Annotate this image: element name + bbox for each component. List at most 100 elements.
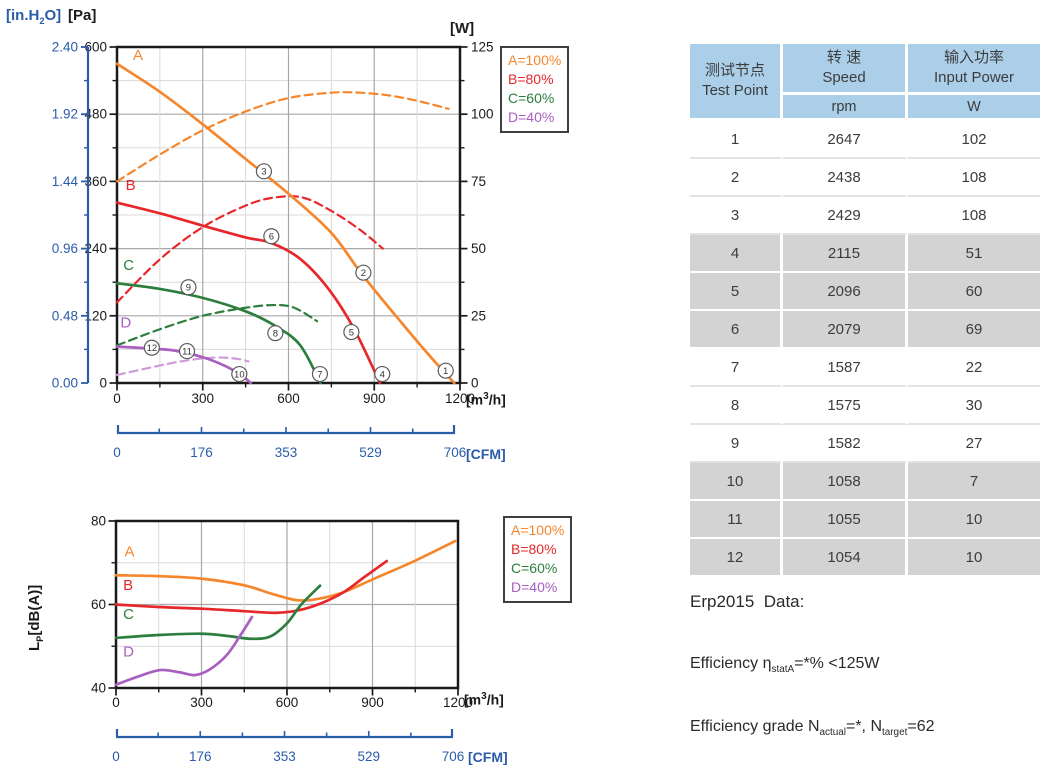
svg-text:A: A	[133, 47, 143, 64]
erp-grade-line: Efficiency grade Nactual=*, Ntarget=62	[690, 718, 935, 739]
watt-axis-title: [W]	[450, 20, 475, 37]
pa-axis-title: [Pa]	[68, 7, 97, 24]
table-cell: 2438	[783, 159, 908, 197]
table-cell: 1054	[783, 539, 908, 577]
erp-title: Erp2015 Data:	[690, 592, 805, 611]
table-cell: 4	[690, 235, 783, 273]
svg-text:100: 100	[471, 107, 494, 122]
table-cell: 27	[908, 425, 1040, 463]
svg-text:0.96: 0.96	[52, 241, 78, 256]
inh2o-axis-title: [in.H2O]	[6, 7, 62, 26]
svg-text:0.48: 0.48	[52, 308, 78, 323]
top-cfm-unit-label: [CFM]	[466, 446, 506, 462]
svg-text:353: 353	[273, 749, 296, 764]
svg-text:3: 3	[261, 167, 266, 178]
table-cell: 12	[690, 539, 783, 577]
table-cell: 2	[690, 159, 783, 197]
table-cell: 1582	[783, 425, 908, 463]
table-cell: 51	[908, 235, 1040, 273]
table-cell: 108	[908, 197, 1040, 235]
svg-text:1200: 1200	[443, 695, 473, 710]
svg-text:125: 125	[471, 40, 494, 55]
table-cell: 2115	[783, 235, 908, 273]
table-cell: 1055	[783, 501, 908, 539]
table-cell: 8	[690, 387, 783, 425]
table-row: 2 2438 108	[690, 159, 1040, 197]
svg-text:600: 600	[84, 40, 107, 55]
svg-text:240: 240	[84, 241, 107, 256]
svg-text:4: 4	[380, 369, 385, 380]
svg-text:0: 0	[99, 376, 107, 391]
table-cell: 30	[908, 387, 1040, 425]
svg-text:600: 600	[276, 695, 299, 710]
table-cell: 1575	[783, 387, 908, 425]
svg-text:0: 0	[113, 445, 121, 460]
svg-text:7: 7	[317, 369, 322, 380]
top-m3h-unit-label: [m3/h]	[466, 391, 506, 408]
table-cell: 1	[690, 121, 783, 159]
header-speed: 转 速 Speed	[783, 44, 908, 95]
svg-text:D: D	[120, 315, 131, 332]
svg-text:A: A	[125, 543, 135, 560]
svg-text:40: 40	[91, 681, 106, 696]
legend-item: A=100%	[508, 52, 562, 68]
svg-text:50: 50	[471, 241, 486, 256]
svg-text:8: 8	[273, 329, 278, 340]
table-row: 11 1055 10	[690, 501, 1040, 539]
svg-text:1200: 1200	[445, 391, 475, 406]
header-unit-w: W	[908, 95, 1040, 121]
legend-item: A=100%	[511, 522, 565, 538]
svg-text:0: 0	[112, 695, 120, 710]
table-row: 3 2429 108	[690, 197, 1040, 235]
table-cell: 60	[908, 273, 1040, 311]
svg-text:2.40: 2.40	[52, 40, 78, 55]
fan-speed-legend-top: A=100% B=80% C=60% D=40%	[500, 46, 570, 133]
table-cell: 9	[690, 425, 783, 463]
table-cell: 1587	[783, 349, 908, 387]
table-cell: 22	[908, 349, 1040, 387]
svg-text:6: 6	[269, 232, 274, 243]
legend-item: C=60%	[511, 560, 558, 576]
legend-item: B=80%	[511, 541, 557, 557]
svg-text:10: 10	[234, 369, 245, 380]
table-cell: 6	[690, 311, 783, 349]
svg-text:25: 25	[471, 308, 486, 323]
table-cell: 10	[908, 539, 1040, 577]
svg-text:480: 480	[84, 107, 107, 122]
table-row: 9 1582 27	[690, 425, 1040, 463]
table-cell: 69	[908, 311, 1040, 349]
noise-chart: 0 300 600 900 1200 80 60 40 ABC D 0 176 353 529 706	[91, 514, 473, 765]
svg-text:300: 300	[191, 391, 214, 406]
legend-item: C=60%	[508, 90, 555, 106]
svg-text:D: D	[123, 644, 134, 661]
svg-text:11: 11	[182, 346, 192, 357]
svg-text:0: 0	[112, 749, 120, 764]
header-input-power: 输入功率 Input Power	[908, 44, 1040, 95]
table-row: 4 2115 51	[690, 235, 1040, 273]
svg-text:C: C	[123, 257, 134, 274]
lp-axis-title: LP[dB(A)]	[26, 584, 45, 651]
svg-text:529: 529	[359, 445, 382, 460]
table-cell: 10	[690, 463, 783, 501]
svg-text:120: 120	[84, 308, 107, 323]
svg-text:5: 5	[349, 327, 354, 338]
table-row: 1 2647 102	[690, 121, 1040, 159]
svg-text:0: 0	[471, 376, 479, 391]
table-cell: 2647	[783, 121, 908, 159]
table-cell: 11	[690, 501, 783, 539]
svg-text:2: 2	[361, 268, 366, 279]
table-cell: 1058	[783, 463, 908, 501]
svg-text:706: 706	[444, 445, 467, 460]
svg-text:60: 60	[91, 597, 106, 612]
svg-text:1.92: 1.92	[52, 107, 78, 122]
svg-text:360: 360	[84, 174, 107, 189]
svg-text:1.44: 1.44	[52, 174, 79, 189]
table-cell: 2096	[783, 273, 908, 311]
table-row: 7 1587 22	[690, 349, 1040, 387]
svg-text:900: 900	[361, 695, 384, 710]
table-cell: 10	[908, 501, 1040, 539]
svg-text:176: 176	[189, 749, 212, 764]
bottom-m3h-unit-label: [m3/h]	[464, 691, 504, 708]
svg-text:75: 75	[471, 174, 486, 189]
